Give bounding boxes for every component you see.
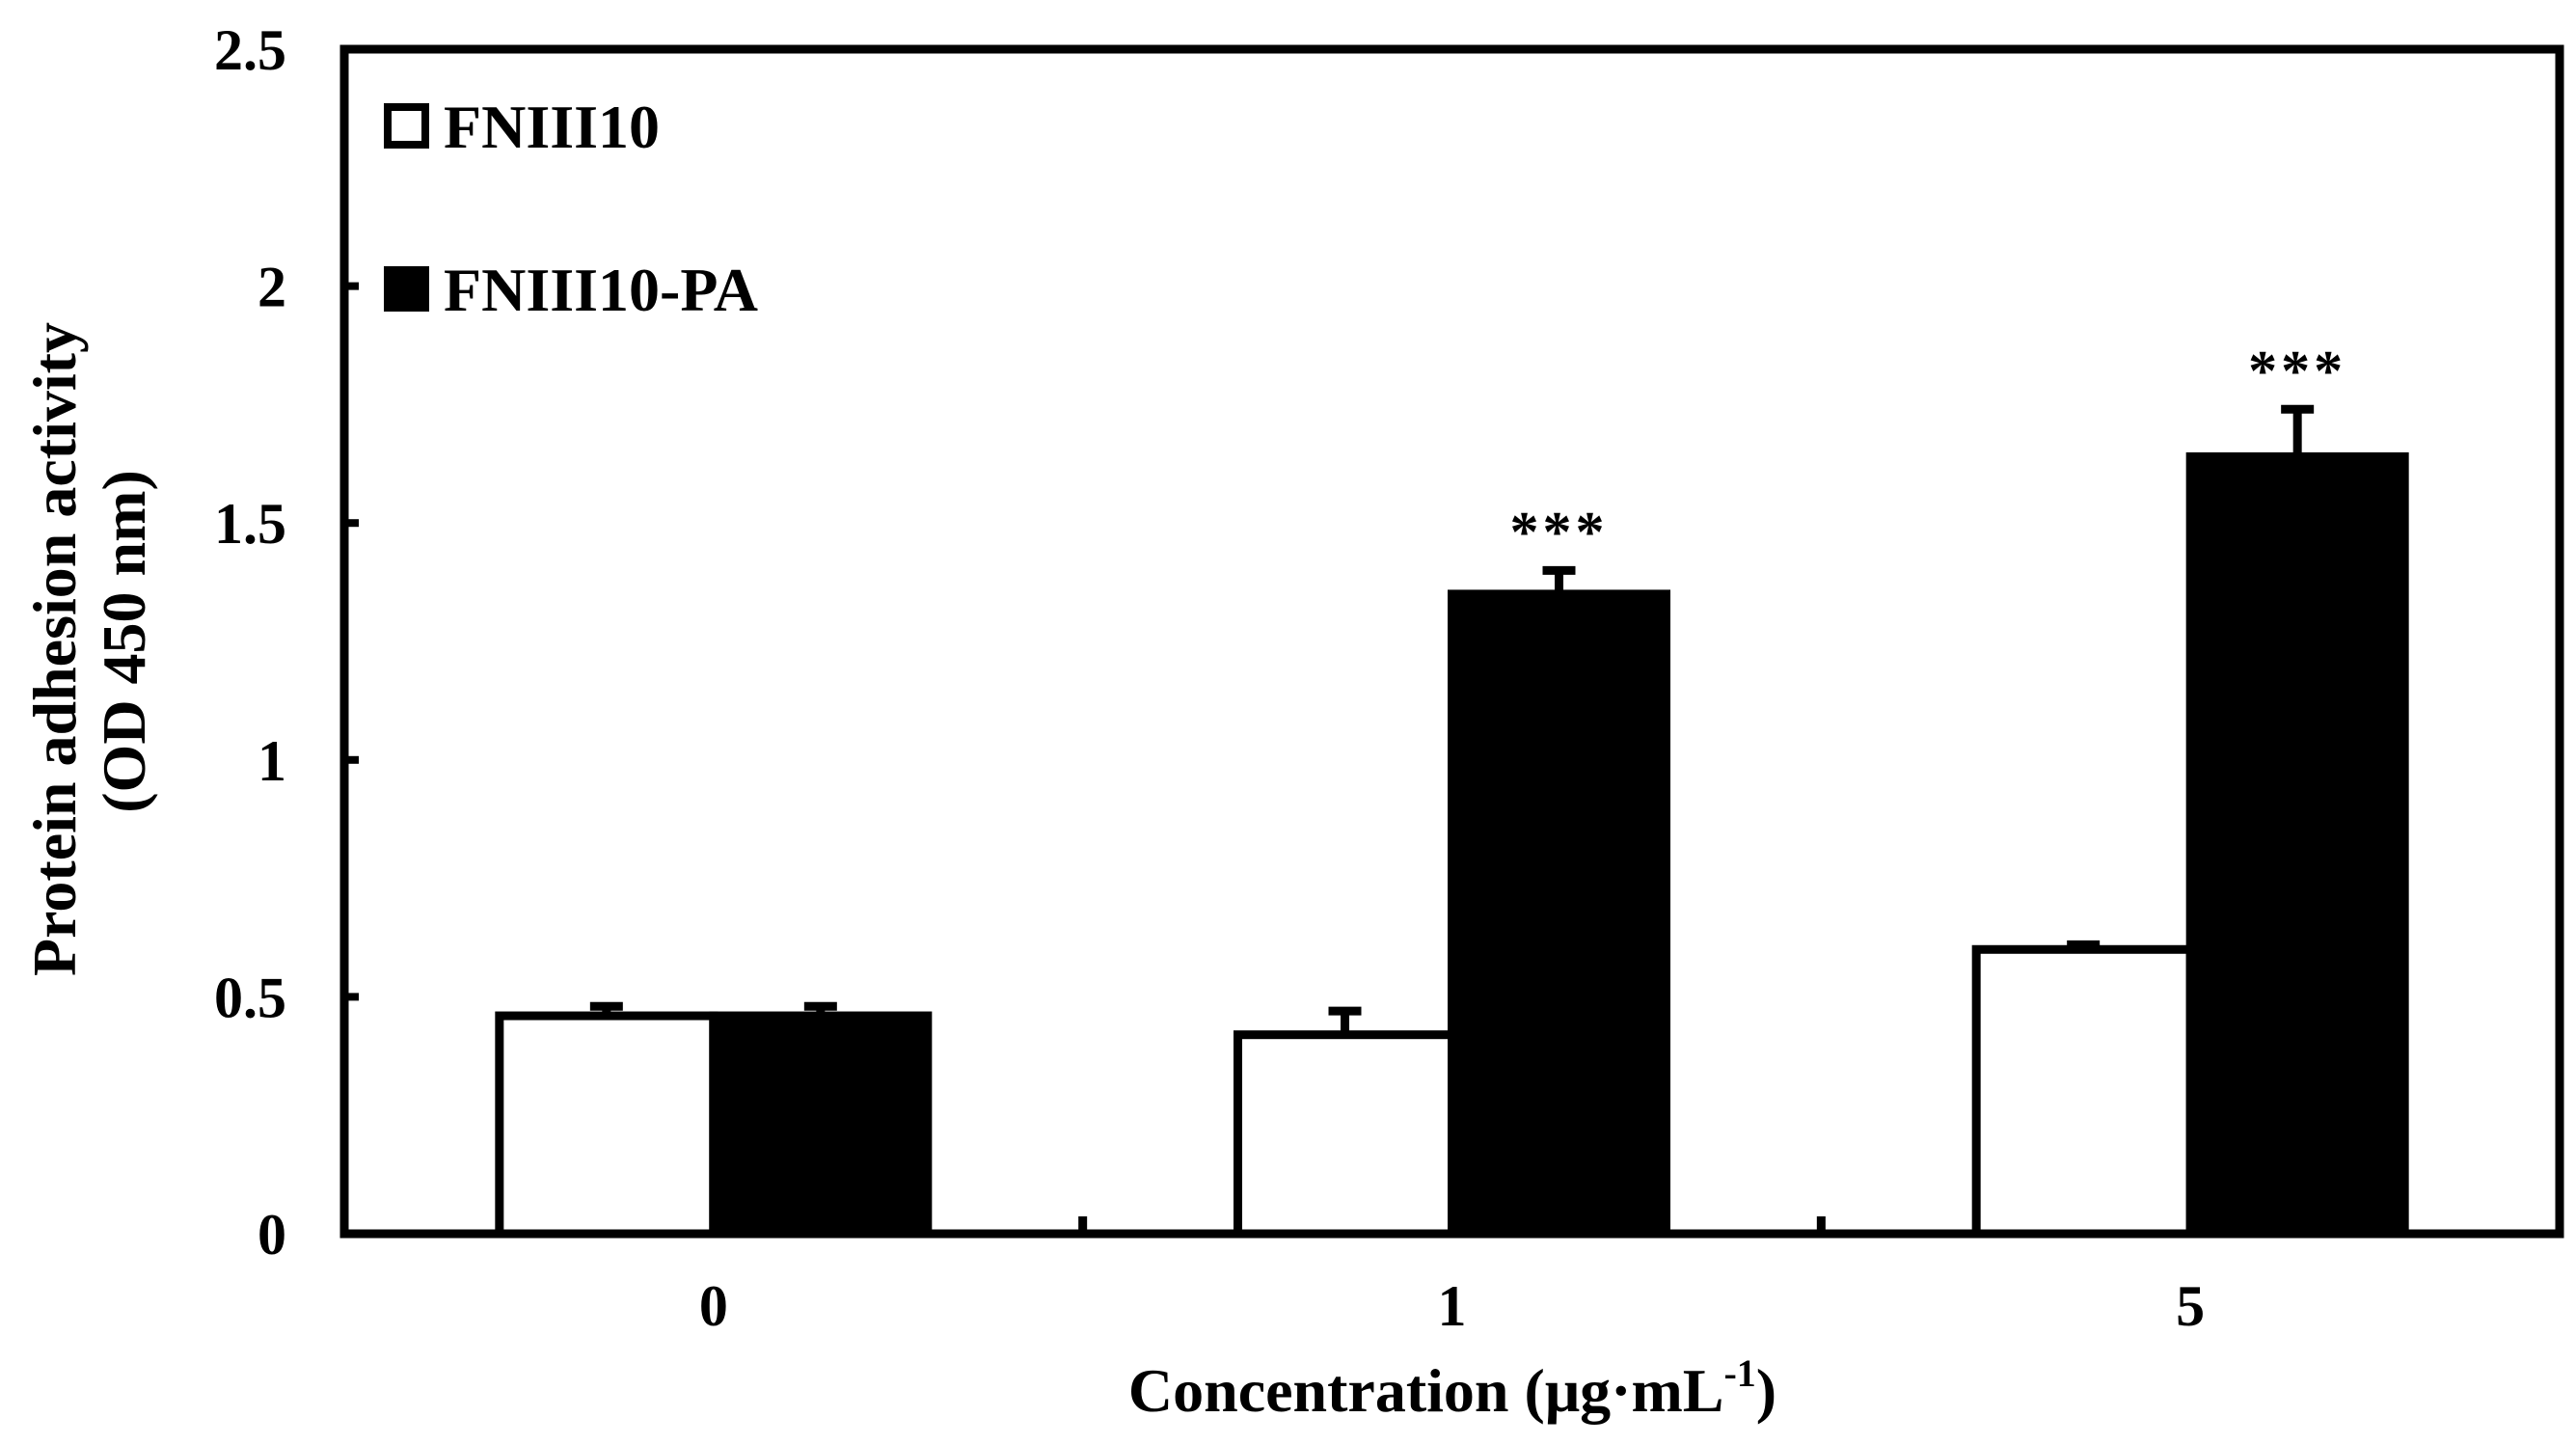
legend-label-fniii10: FNIII10	[444, 93, 660, 161]
x-axis-ticks: 0 1 5	[699, 1216, 2205, 1338]
bar-fniii10-pa-0	[709, 1011, 933, 1239]
legend: FNIII10 FNIII10-PA	[384, 93, 758, 324]
bar-fniii10-5	[1971, 944, 2195, 1239]
x-tick-label: 1	[1438, 1274, 1467, 1338]
x-axis-title-main: Concentration (μg·mL	[1128, 1356, 1724, 1425]
x-tick-label: 0	[699, 1274, 728, 1338]
legend-swatch-fniii10	[384, 103, 429, 149]
y-axis-title-line2: (OD 450 nm)	[90, 470, 158, 813]
legend-swatch-fniii10-pa	[384, 266, 429, 312]
y-tick-label: 2.5	[214, 18, 286, 82]
y-tick-label: 0.5	[214, 966, 286, 1029]
significance-label: ***	[2248, 339, 2346, 402]
x-axis-title: Concentration (μg·mL-1)	[1128, 1351, 1776, 1425]
x-axis-title-superscript: -1	[1723, 1351, 1755, 1395]
y-tick-label: 1.5	[214, 492, 286, 556]
y-tick-label: 2	[258, 256, 286, 319]
significance-label: ***	[1510, 500, 1609, 563]
legend-label-fniii10-pa: FNIII10-PA	[444, 256, 758, 324]
bars: *** ***	[495, 339, 2409, 1239]
y-axis-title: Protein adhesion activity (OD 450 nm)	[20, 307, 158, 976]
y-tick-label: 1	[258, 729, 286, 793]
bar-fniii10-pa-1	[1448, 589, 1670, 1239]
x-tick-label: 5	[2176, 1274, 2205, 1338]
bar-fniii10-1	[1234, 1030, 1456, 1239]
bar-fniii10-pa-5	[2185, 451, 2409, 1239]
y-axis-title-line1: Protein adhesion activity	[20, 322, 89, 976]
x-axis-title-suffix: )	[1756, 1356, 1776, 1425]
y-tick-label: 0	[258, 1203, 286, 1267]
y-axis-ticks: 0 0.5 1 1.5 2 2.5	[214, 18, 359, 1267]
bar-fniii10-0	[495, 1011, 719, 1239]
